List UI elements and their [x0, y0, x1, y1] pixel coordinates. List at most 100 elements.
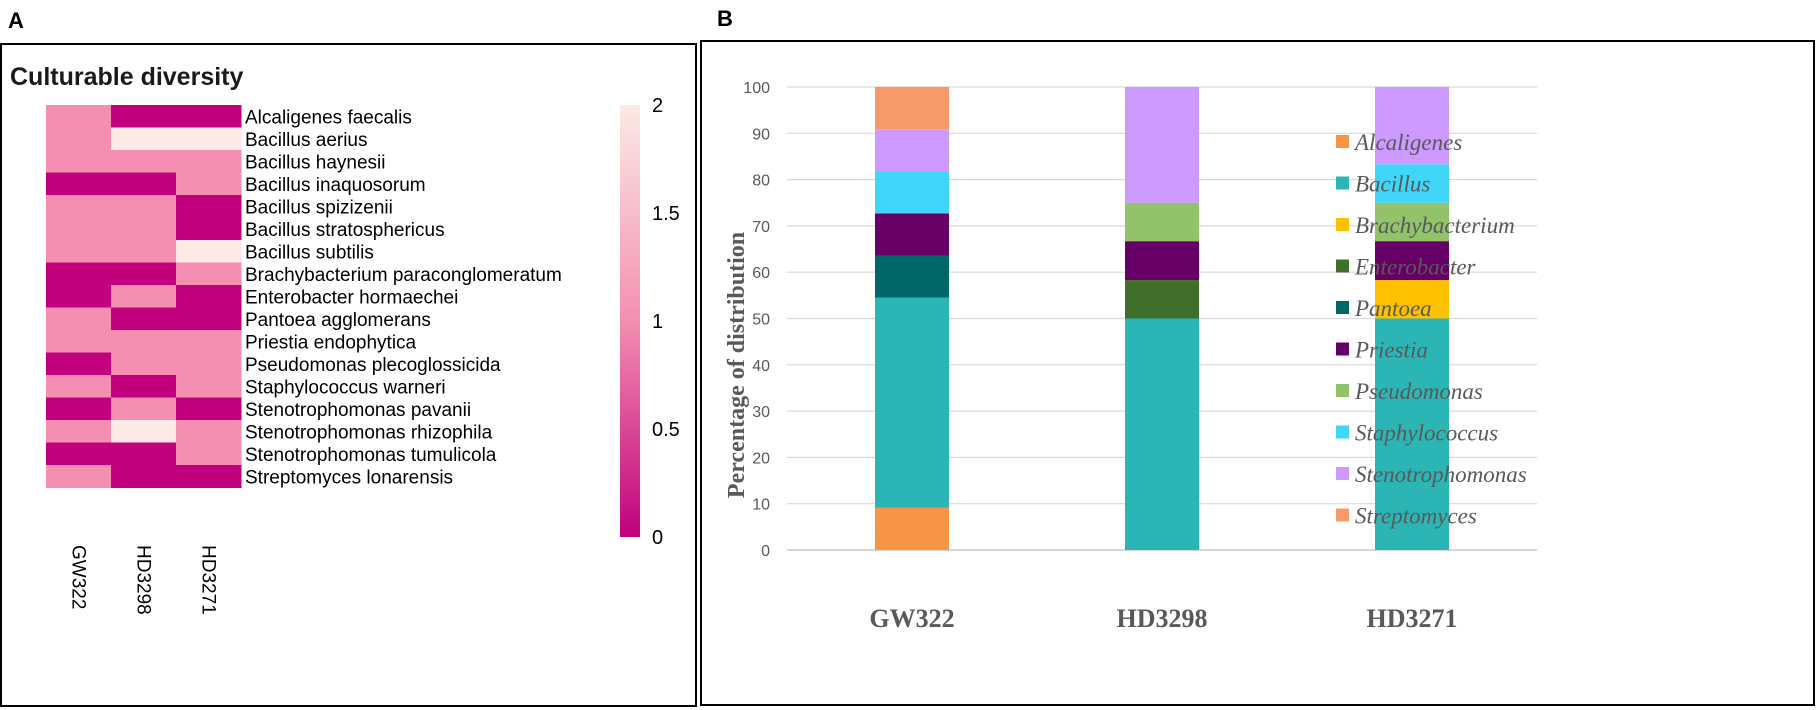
y-tick-label: 20 — [752, 450, 770, 467]
heatmap-cell — [176, 397, 242, 421]
bar-segment — [875, 507, 949, 550]
heatmap-cell — [176, 420, 242, 443]
legend-swatch — [1336, 218, 1349, 231]
heatmap-cell — [176, 172, 242, 196]
heatmap-cell — [176, 262, 242, 286]
heatmap-cell — [46, 397, 112, 421]
heatmap-cell — [111, 465, 177, 488]
bar-segment — [875, 171, 949, 214]
stacked-bar-svg: 0 10 20 30 40 50 60 70 80 90 100 GW322 HD3298 HD3271… — [724, 80, 1537, 633]
heatmap-cell — [176, 285, 242, 308]
heatmap-cell — [46, 352, 112, 376]
legend-label: Pantoea — [1354, 296, 1432, 321]
heatmap-cell — [176, 442, 242, 466]
heatmap-cell — [111, 352, 177, 376]
heatmap-panel: Culturable diversity Alcaligenes faecali… — [0, 43, 697, 707]
legend-label: Brachybacterium — [1355, 213, 1515, 238]
bar-segment — [1375, 318, 1449, 550]
heatmap-title: Culturable diversity — [10, 63, 243, 91]
heatmap-svg: Culturable diversity Alcaligenes faecali… — [10, 63, 680, 615]
heatmap-row-label: Pseudomonas plecoglossicida — [245, 355, 501, 376]
legend-swatch — [1336, 467, 1349, 480]
colorbar — [620, 105, 640, 537]
heatmap-row-label: Stenotrophomonas rhizophila — [245, 422, 493, 443]
colorbar-tick-label: 2 — [652, 95, 663, 117]
heatmap-cell — [176, 307, 242, 331]
legend-label: Staphylococcus — [1355, 421, 1498, 446]
heatmap-cell — [176, 465, 242, 488]
bar-segment — [875, 297, 949, 508]
legend-swatch — [1336, 384, 1349, 397]
heatmap-row-label: Streptomyces lonarensis — [245, 467, 453, 488]
bar-segment — [875, 213, 949, 256]
legend-label: Streptomyces — [1355, 504, 1477, 529]
panel-b-letter: B — [717, 6, 733, 31]
heatmap-row-label: Bacillus spizizenii — [245, 197, 393, 218]
heatmap-row-label: Brachybacterium paraconglomeratum — [245, 265, 562, 286]
legend-label: Enterobacter — [1354, 255, 1477, 280]
x-category-label: GW322 — [869, 604, 954, 633]
heatmap-row-label: Alcaligenes faecalis — [245, 107, 412, 128]
heatmap-cell — [111, 240, 177, 263]
heatmap-cell — [46, 195, 112, 218]
heatmap-cell — [176, 240, 242, 263]
heatmap-row-label: Stenotrophomonas tumulicola — [245, 445, 497, 466]
heatmap-row-label: Stenotrophomonas pavanii — [245, 400, 471, 421]
heatmap-row-label: Staphylococcus warneri — [245, 377, 446, 398]
heatmap-cell — [176, 195, 242, 218]
bar-segment — [1125, 280, 1199, 319]
heatmap-cell — [46, 375, 112, 398]
bar-segment — [875, 129, 949, 172]
y-tick-label: 40 — [752, 358, 770, 375]
bar-segment — [1125, 202, 1199, 242]
heatmap-row-label: Priestia endophytica — [245, 332, 417, 353]
heatmap-row-label: Bacillus stratosphericus — [245, 220, 445, 241]
heatmap-cell — [176, 150, 242, 173]
legend-label: Bacillus — [1355, 172, 1430, 197]
heatmap-cell — [111, 127, 177, 151]
y-tick-label: 10 — [752, 497, 770, 514]
heatmap-cell — [176, 375, 242, 398]
y-tick-label: 50 — [752, 312, 770, 329]
heatmap-cell — [46, 285, 112, 308]
heatmap-row-label: Bacillus aerius — [245, 130, 368, 151]
legend-label: Stenotrophomonas — [1355, 462, 1527, 487]
x-category-label: HD3271 — [1367, 604, 1458, 633]
bar-segment — [1375, 87, 1449, 165]
legend-swatch — [1336, 259, 1349, 273]
y-tick-label: 80 — [752, 173, 770, 190]
heatmap-cell — [111, 397, 177, 421]
heatmap-cell — [111, 217, 177, 241]
bar-segment — [1125, 241, 1199, 281]
heatmap-cell — [46, 127, 112, 151]
heatmap-cell — [46, 420, 112, 443]
legend-swatch — [1336, 176, 1349, 190]
legend-label: Pseudomonas — [1354, 379, 1483, 404]
legend-swatch — [1336, 135, 1349, 148]
heatmap-row-label: Bacillus haynesii — [245, 152, 385, 173]
heatmap-cell — [111, 375, 177, 398]
heatmap-cell — [46, 442, 112, 466]
y-tick-label: 60 — [752, 265, 770, 282]
heatmap-column-label: HD3298 — [133, 545, 154, 615]
heatmap-cell — [46, 172, 112, 196]
heatmap-cell — [111, 307, 177, 331]
heatmap-cell — [46, 465, 112, 488]
stacked-bar-panel: 0 10 20 30 40 50 60 70 80 90 100 GW322 HD3298 HD3271… — [700, 40, 1815, 706]
legend-swatch — [1336, 301, 1349, 314]
legend-label: Priestia — [1354, 338, 1428, 363]
heatmap-cell — [111, 285, 177, 308]
colorbar-tick-label: 0.5 — [652, 419, 680, 441]
colorbar-tick-label: 1 — [652, 311, 663, 333]
heatmap-cell — [176, 352, 242, 376]
heatmap-cell — [111, 330, 177, 353]
heatmap-cell — [46, 330, 112, 353]
legend-swatch — [1336, 342, 1349, 356]
heatmap-cell — [46, 240, 112, 263]
y-tick-label: 0 — [761, 543, 770, 560]
heatmap-cell — [176, 217, 242, 241]
y-axis-label: Percentage of distribution — [724, 232, 750, 498]
heatmap-row-label: Bacillus subtilis — [245, 242, 374, 263]
legend-swatch — [1336, 425, 1349, 439]
y-tick-label: 30 — [752, 404, 770, 421]
